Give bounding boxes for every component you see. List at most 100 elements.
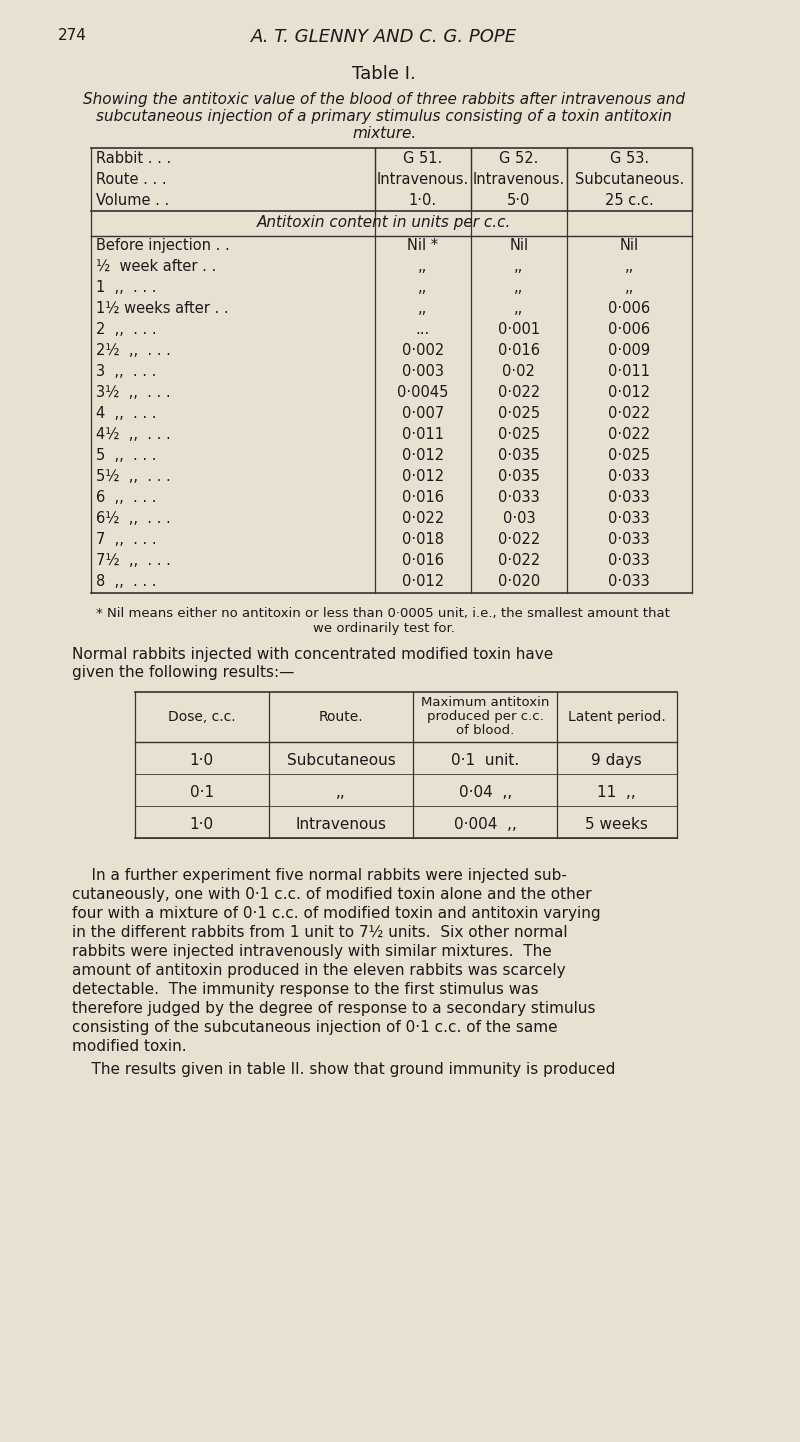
Text: ,,: ,, [418, 260, 427, 274]
Text: 0·02: 0·02 [502, 363, 535, 379]
Text: 0·025: 0·025 [608, 448, 650, 463]
Text: 0·033: 0·033 [609, 552, 650, 568]
Text: 0·035: 0·035 [498, 469, 540, 485]
Text: 0·011: 0·011 [608, 363, 650, 379]
Text: we ordinarily test for.: we ordinarily test for. [314, 622, 455, 634]
Text: G 51.: G 51. [403, 151, 442, 166]
Text: 0·033: 0·033 [609, 574, 650, 588]
Text: 0·016: 0·016 [402, 552, 444, 568]
Text: Intravenous.: Intravenous. [473, 172, 565, 187]
Text: 9 days: 9 days [591, 753, 642, 769]
Text: A. T. GLENNY AND C. G. POPE: A. T. GLENNY AND C. G. POPE [251, 27, 518, 46]
Text: 0·033: 0·033 [609, 469, 650, 485]
Text: * Nil means either no antitoxin or less than 0·0005 unit, i.e., the smallest amo: * Nil means either no antitoxin or less … [96, 607, 670, 620]
Text: ,,: ,, [514, 301, 523, 316]
Text: G 52.: G 52. [499, 151, 538, 166]
Text: 0·003: 0·003 [402, 363, 444, 379]
Text: Subcutaneous: Subcutaneous [286, 753, 395, 769]
Text: 0·012: 0·012 [402, 469, 444, 485]
Text: 2  ,,  . . .: 2 ,, . . . [96, 322, 157, 337]
Text: 0·006: 0·006 [608, 301, 650, 316]
Text: 0·012: 0·012 [402, 574, 444, 588]
Text: 0·016: 0·016 [498, 343, 540, 358]
Text: Intravenous: Intravenous [295, 818, 386, 832]
Text: 0·1  unit.: 0·1 unit. [451, 753, 519, 769]
Text: ½  week after . .: ½ week after . . [96, 260, 216, 274]
Text: 4  ,,  . . .: 4 ,, . . . [96, 407, 157, 421]
Text: four with a mixture of 0·1 c.c. of modified toxin and antitoxin varying: four with a mixture of 0·1 c.c. of modif… [72, 906, 601, 921]
Text: 0·033: 0·033 [609, 532, 650, 547]
Text: in the different rabbits from 1 unit to 7½ units.  Six other normal: in the different rabbits from 1 unit to … [72, 924, 568, 940]
Text: 0·1: 0·1 [190, 784, 214, 800]
Text: ,,: ,, [625, 260, 634, 274]
Text: Latent period.: Latent period. [568, 709, 666, 724]
Text: ,,: ,, [336, 784, 346, 800]
Text: Nil *: Nil * [407, 238, 438, 252]
Text: consisting of the subcutaneous injection of 0·1 c.c. of the same: consisting of the subcutaneous injection… [72, 1019, 558, 1035]
Text: Dose, c.c.: Dose, c.c. [168, 709, 235, 724]
Text: 4½  ,,  . . .: 4½ ,, . . . [96, 427, 171, 443]
Text: 0·022: 0·022 [608, 407, 650, 421]
Text: of blood.: of blood. [456, 724, 514, 737]
Text: 0·007: 0·007 [402, 407, 444, 421]
Text: 0·025: 0·025 [498, 427, 540, 443]
Text: 0·022: 0·022 [402, 510, 444, 526]
Text: 3  ,,  . . .: 3 ,, . . . [96, 363, 157, 379]
Text: 0·022: 0·022 [498, 552, 540, 568]
Text: ,,: ,, [514, 260, 523, 274]
Text: 0·022: 0·022 [608, 427, 650, 443]
Text: 0·012: 0·012 [608, 385, 650, 399]
Text: 3½  ,,  . . .: 3½ ,, . . . [96, 385, 170, 399]
Text: Rabbit . . .: Rabbit . . . [96, 151, 171, 166]
Text: 6  ,,  . . .: 6 ,, . . . [96, 490, 157, 505]
Text: 1·0.: 1·0. [409, 193, 437, 208]
Text: 0·020: 0·020 [498, 574, 540, 588]
Text: detectable.  The immunity response to the first stimulus was: detectable. The immunity response to the… [72, 982, 538, 996]
Text: Nil: Nil [620, 238, 639, 252]
Text: 7½  ,,  . . .: 7½ ,, . . . [96, 552, 171, 568]
Text: ...: ... [416, 322, 430, 337]
Text: 0·012: 0·012 [402, 448, 444, 463]
Text: 5½  ,,  . . .: 5½ ,, . . . [96, 469, 171, 485]
Text: Route . . .: Route . . . [96, 172, 166, 187]
Text: 0·033: 0·033 [609, 490, 650, 505]
Text: 0·035: 0·035 [498, 448, 540, 463]
Text: Volume . .: Volume . . [96, 193, 170, 208]
Text: 25 c.c.: 25 c.c. [605, 193, 654, 208]
Text: given the following results:—: given the following results:— [72, 665, 294, 681]
Text: 0·033: 0·033 [498, 490, 540, 505]
Text: 0·018: 0·018 [402, 532, 444, 547]
Text: 11  ,,: 11 ,, [598, 784, 636, 800]
Text: Maximum antitoxin: Maximum antitoxin [421, 696, 550, 709]
Text: Subcutaneous.: Subcutaneous. [574, 172, 684, 187]
Text: 8  ,,  . . .: 8 ,, . . . [96, 574, 157, 588]
Text: Normal rabbits injected with concentrated modified toxin have: Normal rabbits injected with concentrate… [72, 647, 554, 662]
Text: 0·022: 0·022 [498, 385, 540, 399]
Text: modified toxin.: modified toxin. [72, 1040, 186, 1054]
Text: 1  ,,  . . .: 1 ,, . . . [96, 280, 157, 296]
Text: The results given in table II. show that ground immunity is produced: The results given in table II. show that… [72, 1061, 615, 1077]
Text: 0·033: 0·033 [609, 510, 650, 526]
Text: ,,: ,, [514, 280, 523, 296]
Text: cutaneously, one with 0·1 c.c. of modified toxin alone and the other: cutaneously, one with 0·1 c.c. of modifi… [72, 887, 592, 903]
Text: therefore judged by the degree of response to a secondary stimulus: therefore judged by the degree of respon… [72, 1001, 595, 1017]
Text: G 53.: G 53. [610, 151, 649, 166]
Text: produced per c.c.: produced per c.c. [427, 709, 543, 722]
Text: 274: 274 [58, 27, 86, 43]
Text: 0·022: 0·022 [498, 532, 540, 547]
Text: Before injection . .: Before injection . . [96, 238, 230, 252]
Text: 0·04  ,,: 0·04 ,, [458, 784, 512, 800]
Text: Intravenous.: Intravenous. [377, 172, 469, 187]
Text: 0·001: 0·001 [498, 322, 540, 337]
Text: 0·011: 0·011 [402, 427, 444, 443]
Text: amount of antitoxin produced in the eleven rabbits was scarcely: amount of antitoxin produced in the elev… [72, 963, 566, 978]
Text: 0·002: 0·002 [402, 343, 444, 358]
Text: 1½ weeks after . .: 1½ weeks after . . [96, 301, 229, 316]
Text: 7  ,,  . . .: 7 ,, . . . [96, 532, 157, 547]
Text: 5·0: 5·0 [507, 193, 530, 208]
Text: 0·0045: 0·0045 [397, 385, 449, 399]
Text: ,,: ,, [418, 301, 427, 316]
Text: ,,: ,, [418, 280, 427, 296]
Text: 5  ,,  . . .: 5 ,, . . . [96, 448, 157, 463]
Text: 6½  ,,  . . .: 6½ ,, . . . [96, 510, 171, 526]
